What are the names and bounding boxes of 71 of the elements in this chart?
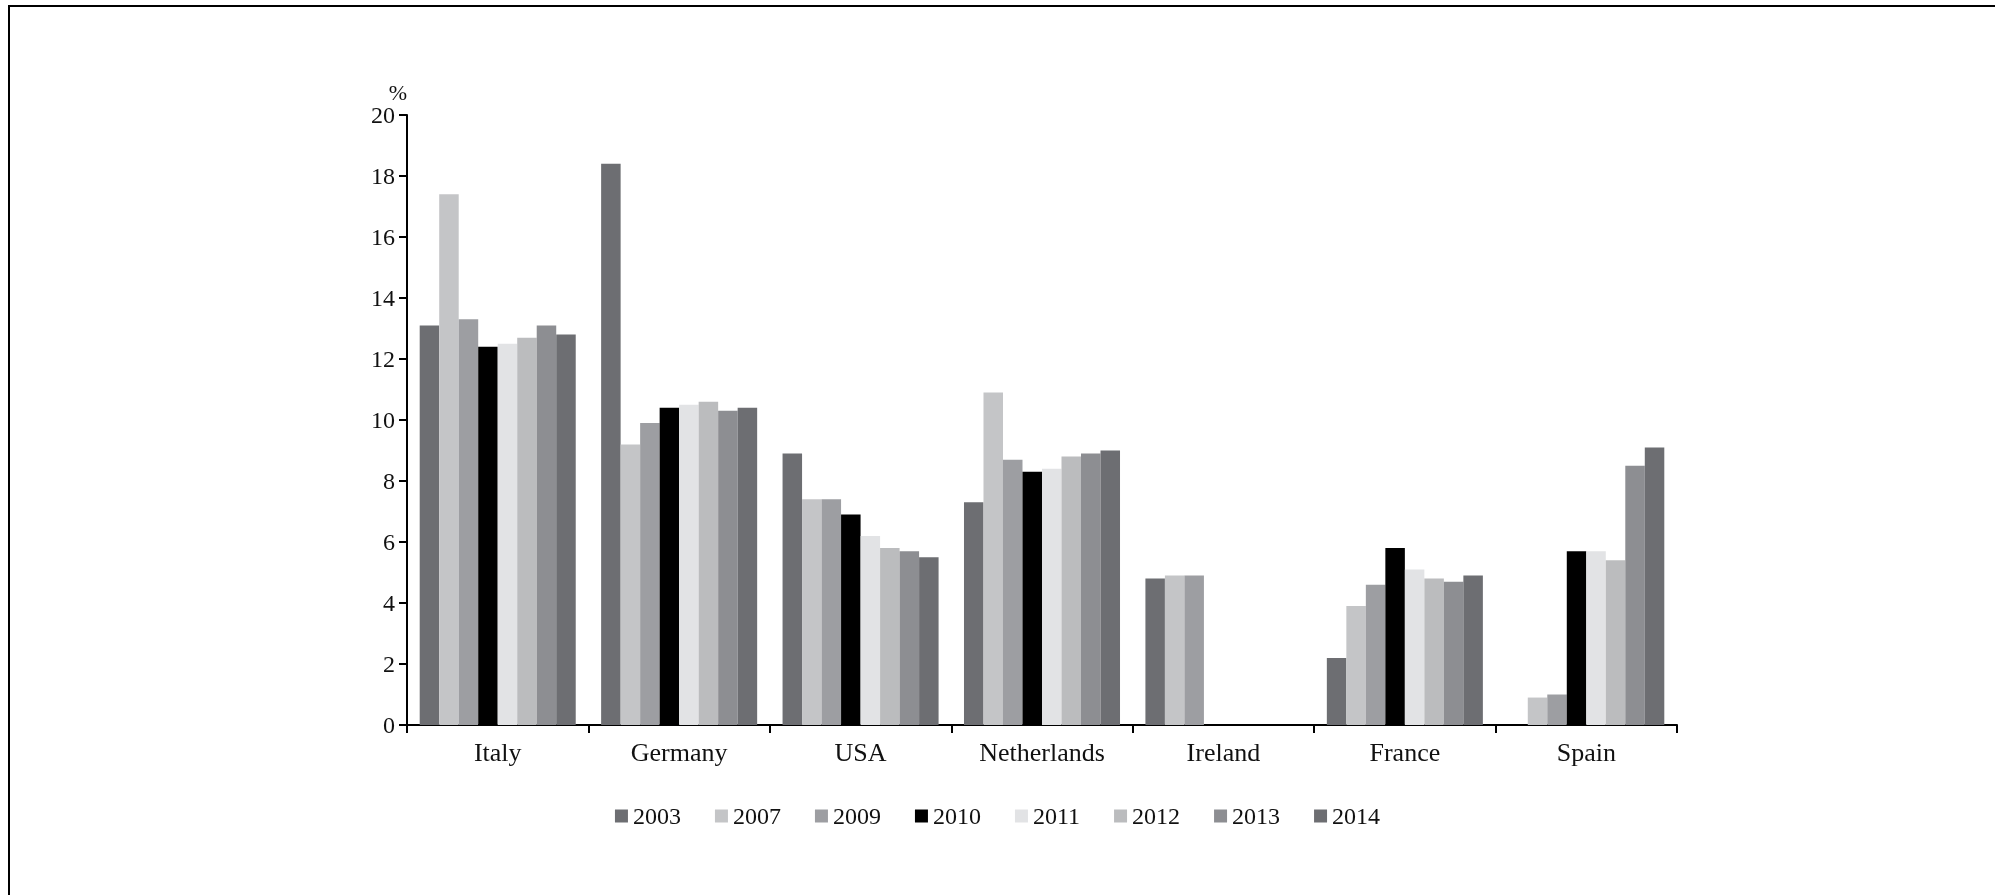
y-tick-label: 6 — [383, 529, 395, 555]
x-tick-label: USA — [834, 737, 887, 767]
bar — [1365, 584, 1386, 725]
y-tick-label: 10 — [371, 407, 395, 433]
bar — [1443, 581, 1464, 725]
y-axis-title: % — [388, 79, 407, 105]
y-tick-label: 8 — [383, 468, 395, 494]
bar — [1463, 575, 1483, 725]
y-tick-label: 0 — [383, 712, 395, 738]
y-tick-label: 18 — [371, 163, 395, 189]
y-tick-label: 2 — [383, 651, 395, 677]
bar — [1527, 697, 1548, 725]
x-tick-label: Germany — [630, 737, 728, 767]
legend-label: 2003 — [632, 803, 681, 829]
x-tick-label: Ireland — [1186, 737, 1261, 767]
bar — [1326, 657, 1347, 725]
bar — [1061, 456, 1082, 725]
bar — [1184, 575, 1204, 725]
bar — [1644, 447, 1665, 725]
bar — [601, 163, 621, 725]
bar — [963, 502, 984, 725]
bar — [899, 551, 920, 725]
y-tick-label: 12 — [371, 346, 395, 372]
bar — [1145, 578, 1165, 725]
bar — [1164, 575, 1185, 725]
bar — [517, 337, 537, 725]
bar — [640, 423, 660, 725]
y-tick-label: 16 — [371, 224, 395, 250]
legend-label: 2010 — [932, 803, 981, 829]
bar — [1002, 459, 1023, 725]
legend-label: 2011 — [1032, 803, 1081, 829]
bar — [737, 407, 758, 725]
bar — [1404, 569, 1425, 725]
bar — [497, 343, 518, 725]
y-tick-label: 20 — [371, 102, 395, 128]
bar — [1586, 551, 1606, 725]
bar — [1424, 578, 1444, 725]
y-tick-label: 4 — [383, 590, 395, 616]
bar — [860, 535, 881, 725]
bar — [439, 194, 459, 725]
bar — [821, 499, 842, 725]
bar — [620, 444, 641, 725]
x-tick-label: Netherlands — [979, 737, 1105, 767]
bar — [1605, 560, 1626, 725]
bar — [983, 392, 1003, 725]
bar — [1547, 694, 1567, 725]
x-tick-label: Italy — [473, 737, 522, 767]
bar — [782, 453, 803, 725]
x-tick-label: France — [1369, 737, 1441, 767]
x-tick-label: Spain — [1556, 737, 1616, 767]
legend-label: 2012 — [1132, 803, 1181, 829]
bar — [1081, 453, 1101, 725]
legend-label: 2007 — [732, 803, 781, 829]
bar — [536, 325, 557, 725]
y-tick-label: 14 — [371, 285, 395, 311]
bar — [802, 499, 822, 725]
legend-label: 2009 — [832, 803, 881, 829]
bar — [1042, 468, 1062, 725]
bar — [718, 410, 738, 725]
bar — [419, 325, 440, 725]
bar — [1346, 606, 1366, 725]
bar — [698, 401, 719, 725]
legend-label: 2013 — [1232, 803, 1281, 829]
bar — [458, 319, 479, 725]
legend-label: 2014 — [1332, 803, 1381, 829]
bar — [556, 334, 576, 725]
bar — [919, 557, 939, 725]
bar — [1100, 450, 1121, 725]
bar — [679, 404, 699, 725]
bar — [1625, 465, 1645, 725]
bar — [880, 548, 900, 725]
